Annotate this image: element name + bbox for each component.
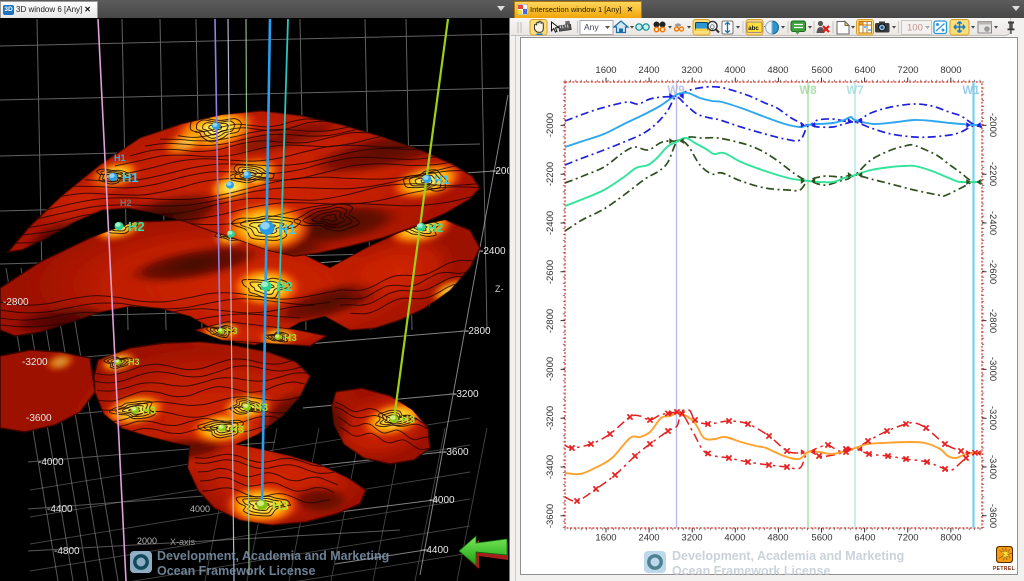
svg-text:4000: 4000 xyxy=(190,504,210,514)
svg-text:-2800: -2800 xyxy=(3,297,29,308)
svg-text:-2800: -2800 xyxy=(987,309,998,333)
svg-text:H3: H3 xyxy=(226,326,238,336)
svg-text:3200: 3200 xyxy=(681,533,702,544)
svg-text:4800: 4800 xyxy=(767,533,788,544)
svg-text:-2200: -2200 xyxy=(987,162,998,186)
svg-text:-3600: -3600 xyxy=(987,504,998,528)
svg-text:-2800: -2800 xyxy=(465,326,491,337)
svg-text:4000: 4000 xyxy=(724,65,745,76)
svg-text:H2: H2 xyxy=(120,198,132,208)
svg-text:-4800: -4800 xyxy=(54,546,80,557)
svg-text:Z-: Z- xyxy=(495,284,504,294)
svg-text:3200: 3200 xyxy=(681,65,702,76)
svg-text:H3: H3 xyxy=(401,414,415,426)
svg-text:-2000: -2000 xyxy=(545,113,556,137)
svg-text:H1: H1 xyxy=(114,153,126,163)
svg-text:-4000: -4000 xyxy=(38,457,64,468)
svg-text:-3200: -3200 xyxy=(987,406,998,430)
svg-text:-2800: -2800 xyxy=(545,309,556,333)
svg-text:-3600: -3600 xyxy=(545,504,556,528)
svg-text:H3: H3 xyxy=(284,333,297,344)
svg-text:H1: H1 xyxy=(122,170,139,185)
svg-text:H3: H3 xyxy=(142,405,156,417)
svg-text:H3: H3 xyxy=(230,424,244,436)
svg-text:-3600: -3600 xyxy=(26,413,52,424)
svg-text:-2400: -2400 xyxy=(480,246,506,257)
svg-text:2000: 2000 xyxy=(137,536,157,546)
svg-text:8000: 8000 xyxy=(940,533,961,544)
svg-text:-3200: -3200 xyxy=(545,406,556,430)
svg-text:H2: H2 xyxy=(128,219,145,234)
svg-text:H3: H3 xyxy=(128,357,140,367)
svg-text:PETREL: PETREL xyxy=(993,566,1015,572)
svg-text:Ocean Framework License: Ocean Framework License xyxy=(157,564,315,578)
svg-text:H2: H2 xyxy=(428,221,444,235)
svg-text:Ocean Framework License: Ocean Framework License xyxy=(672,564,830,578)
svg-text:-3000: -3000 xyxy=(545,357,556,381)
svg-text:W1: W1 xyxy=(962,85,980,97)
svg-text:-3400: -3400 xyxy=(545,455,556,479)
svg-text:abc: abc xyxy=(748,25,759,32)
svg-text:H1: H1 xyxy=(278,221,296,237)
svg-text:7200: 7200 xyxy=(897,65,918,76)
svg-text:-2200: -2200 xyxy=(545,162,556,186)
svg-text:H2: H2 xyxy=(276,279,293,294)
svg-text:-3600: -3600 xyxy=(443,447,469,458)
svg-text:100: 100 xyxy=(907,23,923,34)
svg-text:6400: 6400 xyxy=(854,533,875,544)
svg-text:7200: 7200 xyxy=(897,533,918,544)
svg-text:H3: H3 xyxy=(272,498,289,513)
svg-text:W7: W7 xyxy=(846,85,863,97)
svg-text:-3000: -3000 xyxy=(987,357,998,381)
svg-text:-4400: -4400 xyxy=(423,545,449,556)
svg-text:W8: W8 xyxy=(799,85,817,97)
svg-text:Any: Any xyxy=(584,22,599,32)
svg-text:-2600: -2600 xyxy=(545,260,556,284)
svg-text:H3: H3 xyxy=(254,402,268,414)
svg-text:Q: Q xyxy=(710,25,715,31)
svg-text:-4400: -4400 xyxy=(47,504,73,515)
svg-text:-2000: -2000 xyxy=(492,166,509,177)
svg-text:-3200: -3200 xyxy=(453,389,479,400)
svg-text:-3400: -3400 xyxy=(987,455,998,479)
svg-text:1600: 1600 xyxy=(595,533,616,544)
svg-text:6400: 6400 xyxy=(854,65,875,76)
svg-text:X-axis: X-axis xyxy=(170,537,196,547)
svg-text:-3200: -3200 xyxy=(22,357,48,368)
svg-text:2400: 2400 xyxy=(638,533,659,544)
svg-text:5600: 5600 xyxy=(811,65,832,76)
svg-text:-4000: -4000 xyxy=(429,495,455,506)
svg-text:-2600: -2600 xyxy=(987,260,998,284)
svg-text:4000: 4000 xyxy=(724,533,745,544)
svg-text:Development, Academia and Mark: Development, Academia and Marketing xyxy=(672,549,904,563)
svg-text:4800: 4800 xyxy=(767,65,788,76)
svg-text:8000: 8000 xyxy=(940,65,961,76)
svg-text:Development, Academia and Mark: Development, Academia and Marketing xyxy=(157,549,389,563)
svg-text:2400: 2400 xyxy=(638,65,659,76)
svg-text:-2400: -2400 xyxy=(987,211,998,235)
svg-text:5600: 5600 xyxy=(811,533,832,544)
svg-text:-2400: -2400 xyxy=(545,211,556,235)
svg-text:H1: H1 xyxy=(434,173,450,187)
svg-text:1600: 1600 xyxy=(595,65,616,76)
svg-text:-2000: -2000 xyxy=(987,113,998,137)
